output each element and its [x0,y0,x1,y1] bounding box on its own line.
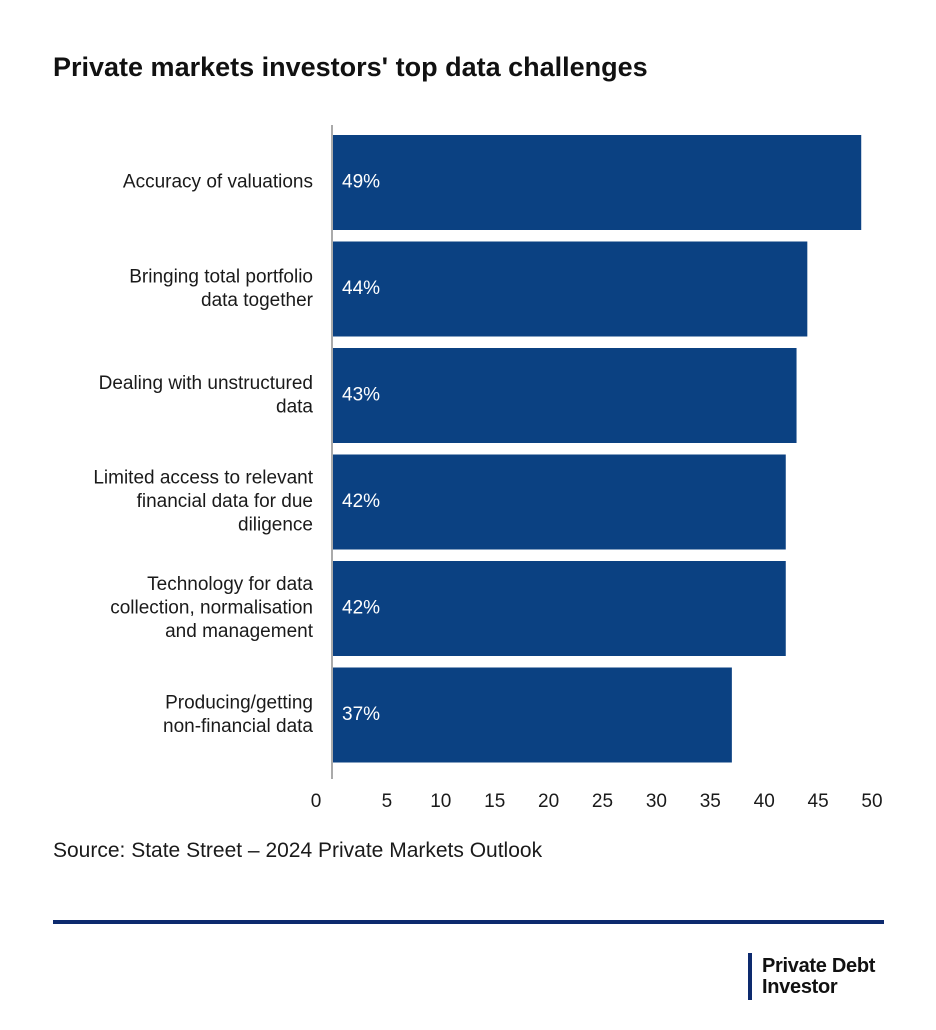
x-tick-label: 5 [382,791,393,812]
bar [333,667,732,763]
bar-value-label: 49% [342,172,380,193]
category-label-line: Bringing total portfolio [129,266,313,287]
category-label-line: and management [165,621,314,642]
category-label: Accuracy of valuations [123,172,313,193]
category-label-line: Producing/getting [165,692,313,713]
x-tick-label: 35 [700,791,721,812]
category-label-line: Dealing with unstructured [99,373,313,394]
category-label-line: non-financial data [163,716,313,737]
category-label: Technology for data collection, normalisa… [110,574,313,642]
category-label-line: Technology for data [147,574,313,595]
category-label-line: data together [201,290,314,311]
category-label-line: collection, normalisation [110,598,313,619]
x-tick-label: 10 [430,791,451,812]
chart-title: Private markets investors' top data chal… [53,52,648,82]
bar [333,561,786,656]
category-label-line: diligence [238,515,313,536]
x-tick-label: 45 [808,791,829,812]
category-label-line: financial data for due [137,491,313,512]
x-tick-label: 25 [592,791,613,812]
category-label: Dealing with unstructured data [99,373,314,418]
x-tick-label: 40 [754,791,775,812]
bar [333,241,808,337]
brand-logo: Private Debt Investor [748,953,875,1000]
bar-value-label: 42% [342,491,380,512]
x-tick-label: 30 [646,791,667,812]
brand-name-line1: Private Debt [762,954,876,977]
bar [333,348,797,443]
x-tick-label: 20 [538,791,559,812]
category-label: Bringing total portfolio data together [129,266,313,311]
bar [333,135,862,230]
brand-logo-bar [748,953,752,1000]
bar [333,454,786,550]
footer-divider [53,920,884,924]
x-tick-label: 50 [861,791,882,812]
bar-value-label: 37% [342,704,380,725]
category-label-line: data [276,396,313,417]
category-label-line: Accuracy of valuations [123,172,313,193]
x-tick-label: 15 [484,791,505,812]
bar-chart: 49% Accuracy of valuations 44% Bringing tot… [93,125,883,812]
category-label: Producing/getting non-financial data [163,692,313,737]
source-note: Source: State Street – 2024 Private Mark… [53,839,543,862]
category-label-line: Limited access to relevant [93,468,313,489]
category-label: Limited access to relevant financial data… [93,468,313,536]
bar-value-label: 44% [342,278,380,299]
brand-name-line2: Investor [762,975,838,998]
x-tick-label: 0 [311,791,322,812]
bar-value-label: 42% [342,598,380,619]
brand-logo-text: Private Debt Investor [762,953,875,1000]
bar-value-label: 43% [342,385,380,406]
